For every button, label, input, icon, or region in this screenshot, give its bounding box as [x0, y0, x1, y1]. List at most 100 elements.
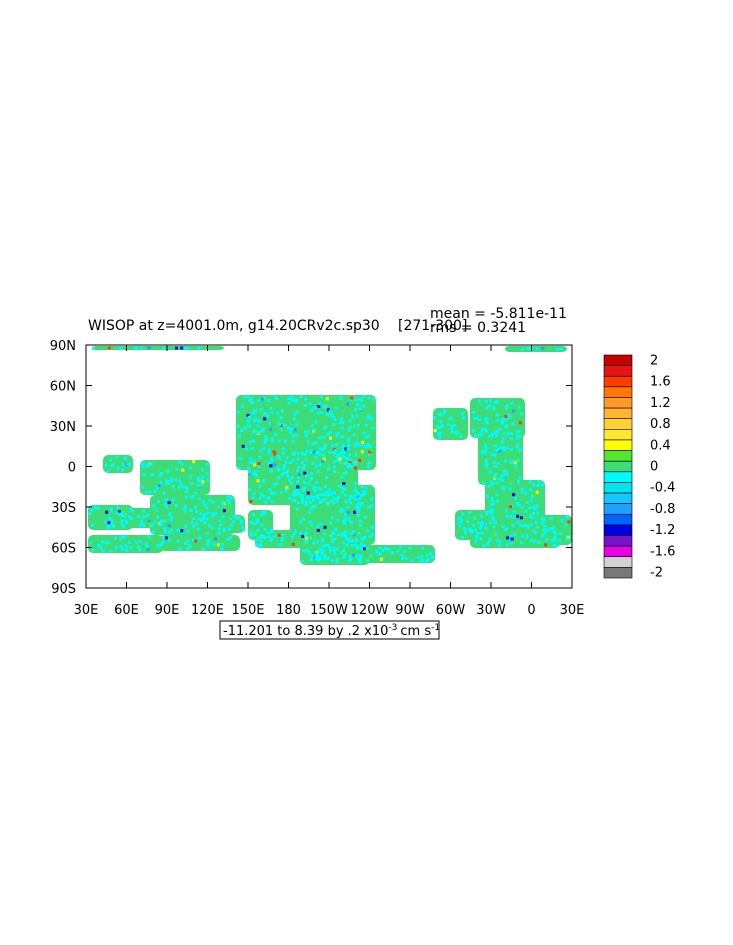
- field-cell: [509, 447, 513, 451]
- field-cell: [331, 539, 335, 543]
- field-cell: [357, 506, 361, 510]
- field-cell: [341, 443, 345, 447]
- field-cell: [257, 462, 261, 465]
- field-cell: [239, 457, 243, 461]
- colorbar-swatch: [603, 386, 633, 398]
- field-cell: [121, 524, 125, 528]
- field-cell: [156, 544, 160, 548]
- field-cell: [435, 424, 439, 428]
- field-cell: [485, 494, 489, 498]
- field-cell: [113, 536, 117, 540]
- field-cell: [491, 481, 495, 485]
- field-cell: [270, 437, 274, 441]
- field-cell: [484, 460, 488, 464]
- field-cell: [421, 546, 425, 550]
- field-cell: [420, 555, 424, 559]
- field-cell: [443, 409, 447, 413]
- field-cell: [369, 448, 373, 452]
- colorbar-swatch: [603, 375, 633, 388]
- field-cell: [268, 421, 272, 425]
- field-cell: [164, 536, 168, 540]
- field-cell: [307, 482, 311, 486]
- field-cell: [119, 537, 123, 541]
- field-cell: [137, 545, 141, 549]
- field-cell: [462, 416, 466, 420]
- field-cell: [401, 557, 404, 561]
- field-cell: [361, 443, 365, 447]
- field-cell: [489, 399, 492, 403]
- field-cell: [537, 541, 540, 544]
- field-cell: [154, 508, 158, 512]
- field-cell: [302, 466, 306, 470]
- field-cell: [486, 542, 489, 546]
- field-cell: [290, 481, 294, 485]
- field-cell: [186, 529, 190, 533]
- field-cell: [500, 419, 504, 423]
- field-cell: [399, 545, 403, 549]
- colorbar-label: -1.2: [650, 523, 675, 538]
- field-cell: [364, 444, 368, 448]
- field-cell: [366, 443, 370, 446]
- field-cell: [323, 525, 327, 529]
- field-cell: [275, 481, 279, 485]
- field-cell: [351, 414, 355, 418]
- field-cell: [346, 510, 350, 514]
- field-cell: [104, 541, 108, 545]
- field-cell: [279, 415, 283, 419]
- field-cell: [493, 400, 497, 404]
- field-cell: [241, 404, 245, 408]
- field-cell: [249, 499, 253, 503]
- field-cell: [314, 406, 318, 410]
- field-cell: [115, 455, 119, 459]
- field-cell: [167, 538, 171, 542]
- field-cell: [318, 436, 322, 440]
- field-cell: [188, 466, 192, 470]
- field-cell: [318, 499, 322, 503]
- field-cell: [513, 453, 517, 457]
- field-cell: [284, 489, 288, 493]
- field-cell: [121, 463, 125, 467]
- field-cell: [359, 524, 362, 527]
- field-cell: [166, 479, 169, 483]
- field-cell: [293, 428, 297, 432]
- field-cell: [559, 532, 562, 535]
- field-cell: [301, 517, 305, 521]
- field-cell: [270, 456, 274, 460]
- field-cell: [144, 542, 148, 546]
- field-cell: [347, 437, 351, 441]
- field-cell: [181, 485, 185, 489]
- field-cell: [150, 523, 154, 527]
- colorbar-swatch: [603, 439, 633, 451]
- field-cell: [137, 514, 141, 518]
- field-cell: [565, 537, 569, 541]
- field-cell: [104, 520, 108, 524]
- field-cell: [307, 510, 311, 514]
- field-cell: [249, 533, 253, 537]
- field-cell: [480, 522, 483, 526]
- field-cell: [89, 541, 93, 545]
- field-cell: [301, 559, 305, 563]
- field-cell: [182, 507, 186, 511]
- field-cell: [294, 489, 298, 493]
- field-cell: [159, 548, 163, 552]
- field-cell: [303, 403, 307, 407]
- field-cell: [310, 409, 314, 413]
- field-cell: [512, 493, 516, 497]
- field-cell: [246, 395, 250, 399]
- field-cell: [404, 557, 408, 561]
- field-cell: [348, 419, 352, 423]
- colorbar: 2 1.6 1.2 0.8 0.4 0 -0.4 -0.8 -1.2 -1.6 -2: [603, 353, 675, 581]
- field-cell: [329, 534, 333, 538]
- field-cell: [358, 557, 362, 561]
- field-cell: [238, 435, 241, 439]
- field-cell: [313, 428, 317, 432]
- field-cell: [253, 532, 257, 536]
- field-cell: [261, 510, 265, 514]
- field-cell: [360, 493, 363, 497]
- field-cell: [537, 480, 541, 483]
- field-cell: [359, 554, 363, 558]
- field-cell: [170, 479, 174, 483]
- field-cell: [349, 557, 353, 561]
- field-cell: [118, 512, 122, 516]
- field-cell: [144, 463, 148, 467]
